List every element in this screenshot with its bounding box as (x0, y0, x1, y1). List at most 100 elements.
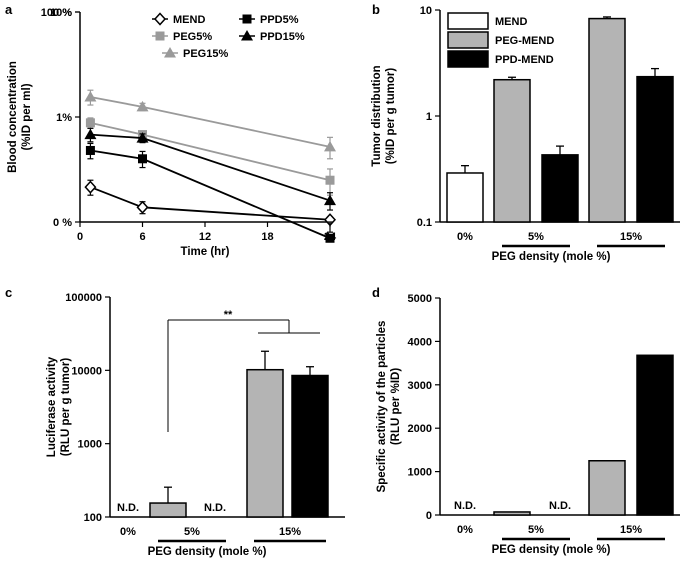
bar-peg-mend-5 (149, 502, 187, 518)
legend-label: PEG-MEND (495, 35, 554, 47)
y-axis-label-d: Specific activity of the particles (376, 321, 388, 493)
data-point (85, 145, 95, 155)
legend-b: MEND PEG-MEND PPD-MEND (447, 12, 554, 68)
panel-c: c 100 1000 10000 100000 N.D. N.D. 0% 5% 15% PEG de… (5, 285, 345, 558)
bar-mend-0 (446, 172, 484, 223)
panel-label-a: a (5, 2, 13, 17)
y-axis-label-a-units: (%ID per ml) (21, 83, 33, 150)
bar-peg-mend-15 (588, 460, 626, 516)
series-ppd15 (84, 127, 336, 211)
y-tick-label-d: 4000 (408, 336, 432, 348)
y-axis-label-d-units: (RLU per %ID) (390, 368, 402, 445)
group-label: 15% (279, 526, 301, 538)
x-axis-label-a: Time (hr) (181, 246, 230, 258)
legend-marker (155, 31, 165, 41)
data-point (84, 180, 97, 194)
group-label: 0% (457, 524, 473, 536)
nd-label: N.D. (204, 502, 226, 514)
legend-label: MEND (173, 14, 205, 26)
y-tick-label-a: 1% (56, 112, 72, 124)
x-tick-label-a: 18 (261, 231, 273, 243)
series-mend (84, 179, 337, 227)
series-line (90, 149, 331, 240)
y-tick-label-b: 10 (420, 5, 432, 17)
data-point (84, 91, 97, 102)
y-axis-label-c-units: (RLU per g tumor) (60, 358, 72, 457)
y-tick-label-c: 1000 (78, 439, 102, 451)
legend-label: PEG5% (173, 31, 212, 43)
legend-label: PPD-MEND (495, 54, 554, 66)
panel-label-b: b (372, 2, 380, 17)
y-axis-label-c: Luciferase activity (46, 356, 58, 457)
bar-ppd-mend-15 (636, 354, 674, 516)
series-peg15 (84, 89, 336, 160)
y-axis-label-a: Blood concentration (7, 61, 19, 173)
series-line (90, 133, 331, 202)
x-axis-label-d: PEG density (mole %) (492, 544, 611, 556)
legend-a: MEND PPD5% PEG5% PPD15% PEG15% (152, 12, 305, 60)
y-tick-label-d: 0 (426, 510, 432, 522)
y-tick-label-c: 100000 (65, 292, 102, 304)
y-tick-label-d: 1000 (408, 467, 432, 479)
y-tick-label-c: 100 (84, 512, 102, 524)
group-label: 5% (528, 231, 544, 243)
data-point (84, 128, 97, 140)
bar-ppd-mend-15 (636, 75, 674, 223)
y-tick-label-c: 10000 (71, 365, 102, 377)
legend-label: PPD5% (260, 14, 299, 26)
data-point (138, 154, 147, 164)
legend-swatch (447, 50, 489, 68)
y-tick-label-a: 10% (50, 7, 72, 19)
data-point (85, 118, 95, 128)
nd-label: N.D. (549, 500, 571, 512)
x-tick-label-a: 6 (139, 231, 145, 243)
legend-marker (153, 12, 167, 26)
panel-label-d: d (372, 285, 380, 300)
panel-d: d 0 1000 2000 3000 4000 5000 N.D. N.D. 0% 5% 15% PEG… (372, 285, 680, 556)
y-tick-label-d: 2000 (408, 423, 432, 435)
legend-label: PEG15% (183, 48, 228, 60)
x-tick-label-a: 12 (199, 231, 211, 243)
legend-marker (241, 30, 253, 41)
panel-a: a0 %1%10%100 %06121824Time (hr)Blood con… (5, 2, 337, 258)
significance-label: ** (224, 309, 233, 321)
data-point (324, 194, 336, 206)
legend-label: MEND (495, 16, 527, 28)
x-axis-label-c: PEG density (mole %) (148, 546, 267, 558)
y-tick-label-a: 0 % (53, 217, 72, 229)
bar-ppd-mend-5 (541, 154, 579, 223)
data-point (324, 140, 336, 152)
x-axis-label-b: PEG density (mole %) (492, 251, 611, 263)
data-point (136, 100, 149, 112)
significance-bracket: ** (167, 309, 320, 432)
legend-label: PPD15% (260, 31, 305, 43)
y-tick-label-a: 100 % (41, 7, 72, 19)
y-axis-label-b: Tumor distribution (371, 65, 383, 166)
group-label: 5% (528, 524, 544, 536)
x-tick-label-a: 0 (77, 231, 83, 243)
data-point (325, 233, 335, 243)
series-ppd5 (85, 142, 335, 243)
nd-label: N.D. (454, 500, 476, 512)
y-tick-label-d: 3000 (408, 380, 432, 392)
panel-label-c: c (5, 285, 12, 300)
series-line (90, 186, 331, 221)
y-axis-label-b-units: (%ID per g tumor) (385, 68, 397, 165)
bar-peg-mend-5 (493, 511, 531, 516)
nd-label: N.D. (117, 502, 139, 514)
group-label: 0% (457, 231, 473, 243)
panel-b: b 0.1 1 10 0% 5% 15% PEG density (mole %) Tumor … (371, 2, 680, 263)
bar-peg-mend-15 (588, 17, 626, 223)
data-point (325, 175, 335, 185)
bar-peg-mend-15 (246, 368, 284, 518)
y-tick-label-d: 5000 (408, 293, 432, 305)
group-label: 15% (620, 231, 642, 243)
series-line (90, 121, 331, 182)
legend-marker (242, 14, 252, 24)
legend-swatch (447, 12, 489, 30)
data-point (136, 132, 149, 143)
y-tick-label-b: 0.1 (417, 217, 432, 229)
group-label: 0% (120, 526, 136, 538)
legend-marker (164, 47, 176, 58)
